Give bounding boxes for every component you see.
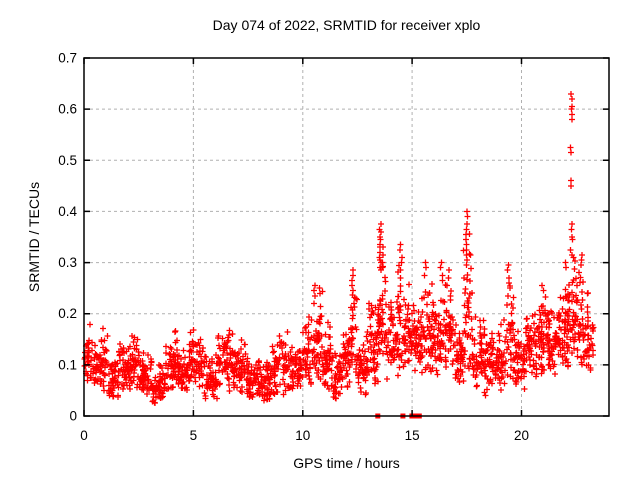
plot-border: [83, 57, 610, 417]
data-points-plus-markers: [81, 91, 597, 406]
y-tick-label: 0: [69, 409, 77, 424]
y-tick-label: 0.6: [58, 102, 77, 117]
y-tick-label: 0.5: [58, 153, 77, 168]
chart-title: Day 074 of 2022, SRMTID for receiver xpl…: [212, 17, 481, 33]
x-tick-label: 10: [295, 428, 310, 443]
x-tick-label: 15: [405, 428, 420, 443]
x-axis-label: GPS time / hours: [293, 455, 400, 471]
y-tick-label: 0.4: [58, 204, 77, 219]
x-tick-label: 20: [514, 428, 529, 443]
y-tick-label: 0.1: [58, 357, 77, 372]
y-tick-label: 0.7: [58, 51, 77, 66]
y-tick-label: 0.3: [58, 255, 77, 270]
x-tick-label: 0: [80, 428, 88, 443]
y-tick-label: 0.2: [58, 306, 77, 321]
x-tick-label: 5: [190, 428, 198, 443]
